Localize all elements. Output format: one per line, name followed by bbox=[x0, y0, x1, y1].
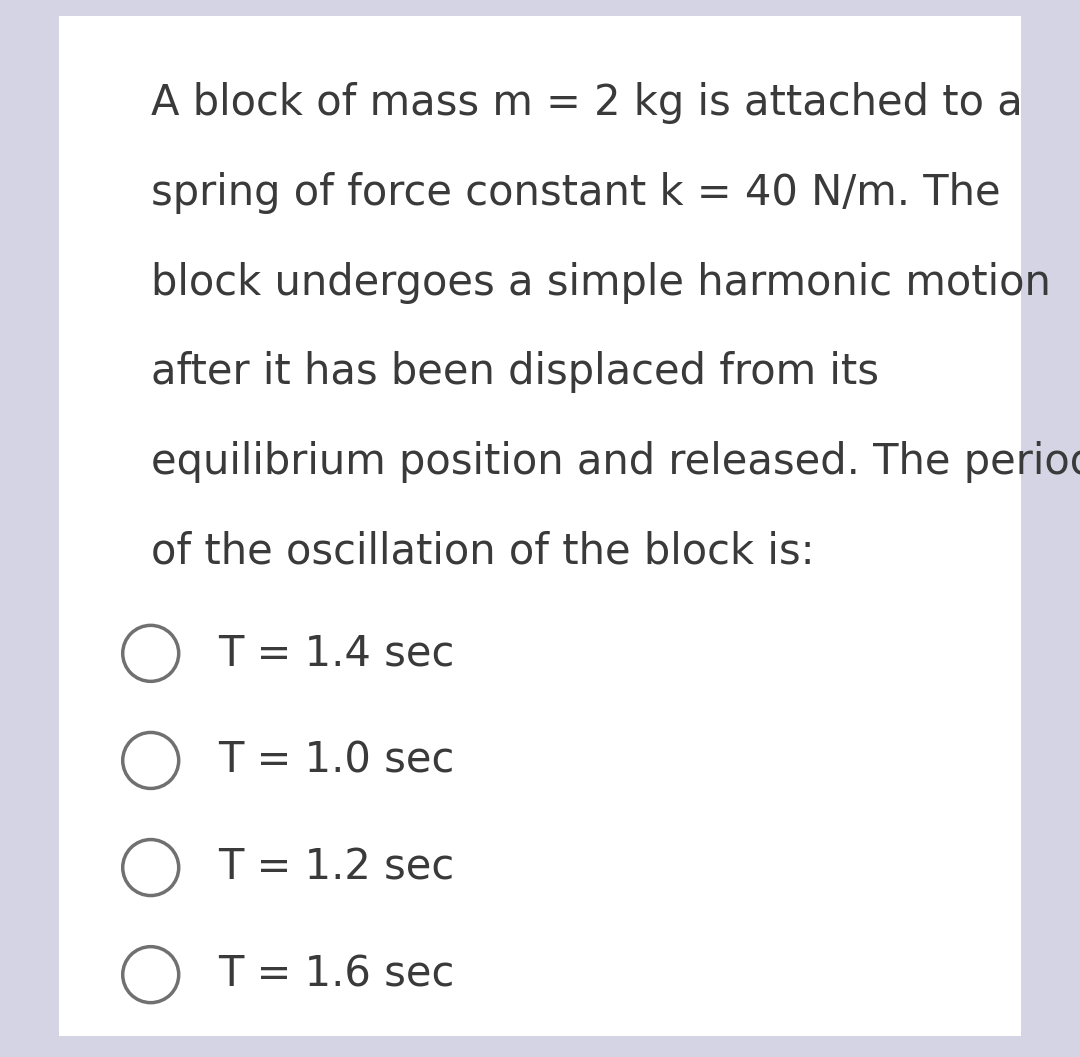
Text: of the oscillation of the block is:: of the oscillation of the block is: bbox=[151, 531, 814, 573]
Text: equilibrium position and released. The period: equilibrium position and released. The p… bbox=[151, 441, 1080, 483]
Text: block undergoes a simple harmonic motion: block undergoes a simple harmonic motion bbox=[151, 262, 1051, 303]
Text: spring of force constant k = 40 N/m. The: spring of force constant k = 40 N/m. The bbox=[151, 172, 1000, 214]
Text: T = 1.0 sec: T = 1.0 sec bbox=[218, 740, 455, 781]
Text: after it has been displaced from its: after it has been displaced from its bbox=[151, 351, 879, 393]
Text: A block of mass m = 2 kg is attached to a: A block of mass m = 2 kg is attached to … bbox=[151, 82, 1023, 124]
Text: T = 1.2 sec: T = 1.2 sec bbox=[218, 847, 455, 889]
Text: T = 1.4 sec: T = 1.4 sec bbox=[218, 632, 455, 674]
Text: T = 1.6 sec: T = 1.6 sec bbox=[218, 953, 455, 996]
